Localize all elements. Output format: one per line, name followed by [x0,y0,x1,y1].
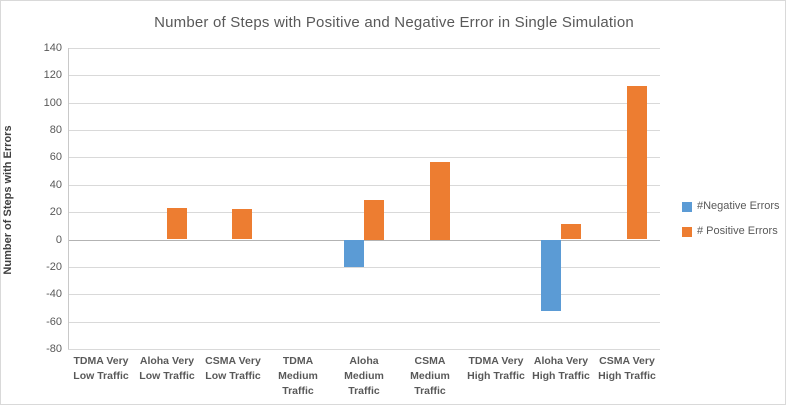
legend: #Negative Errors # Positive Errors [682,200,780,250]
y-tick-label: 0 [55,234,62,246]
chart-title: Number of Steps with Positive and Negati… [154,14,634,31]
gridline [68,294,660,295]
x-axis-category-label: CSMA Very Low Traffic [205,355,261,382]
y-tick-label: -40 [46,288,62,300]
x-axis-category-label: Aloha Very Low Traffic [139,355,195,382]
legend-label: # Positive Errors [697,225,778,237]
y-tick-label: -80 [46,343,62,355]
gridline [68,48,660,49]
bar-positive-errors[interactable] [430,162,450,240]
y-tick-label: -60 [46,316,62,328]
gridline [68,349,660,350]
gridline [68,103,660,104]
legend-label: #Negative Errors [697,200,780,212]
y-tick-label: 60 [49,151,62,163]
legend-swatch-icon [682,226,692,237]
bar-positive-errors[interactable] [627,86,647,239]
x-axis-zero-line [68,240,660,241]
bar-positive-errors[interactable] [232,209,252,239]
plot-area [68,48,660,350]
y-tick-label: 100 [43,97,62,109]
gridline [68,322,660,323]
bar-negative-errors[interactable] [344,240,364,267]
y-tick-label: 80 [49,124,62,136]
x-axis-category-label: TDMA Very Low Traffic [73,355,129,382]
x-axis-category-label: TDMA Medium Traffic [278,355,318,397]
y-tick-label: -20 [46,261,62,273]
bar-negative-errors[interactable] [541,240,561,311]
bar-positive-errors[interactable] [561,224,581,239]
bar-positive-errors[interactable] [364,200,384,240]
y-axis-title: Number of Steps with Errors [2,125,14,275]
y-tick-label: 140 [43,42,62,54]
gridline [68,267,660,268]
gridline [68,185,660,186]
x-axis-category-label: Aloha Very High Traffic [532,355,590,382]
x-axis-category-label: CSMA Very High Traffic [598,355,656,382]
x-axis-category-label: TDMA Very High Traffic [467,355,525,382]
gridline [68,157,660,158]
x-axis-category-label: Aloha Medium Traffic [344,355,384,397]
legend-swatch-icon [682,201,692,212]
bar-positive-errors[interactable] [167,208,187,239]
y-tick-label: 120 [43,69,62,81]
y-tick-label: 40 [49,179,62,191]
gridline [68,130,660,131]
legend-item[interactable]: # Positive Errors [682,225,780,238]
y-tick-label: 20 [49,206,62,218]
x-axis-category-label: CSMA Medium Traffic [410,355,450,397]
gridline [68,75,660,76]
y-axis-line [68,48,69,349]
legend-item[interactable]: #Negative Errors [682,200,780,213]
